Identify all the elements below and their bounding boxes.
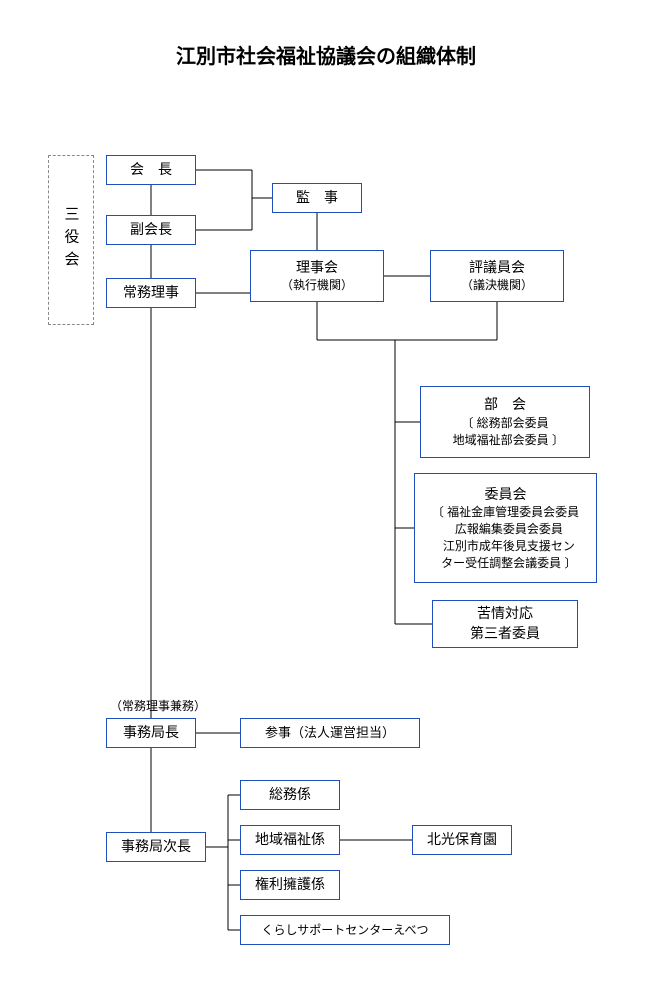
- box-rijikai: 理事会（執行機関）: [250, 250, 384, 302]
- box-jimukyokucho: 事務局長: [106, 718, 196, 748]
- box-sanyaku: 三役会: [48, 155, 94, 325]
- box-kenri: 権利擁護係: [240, 870, 340, 900]
- box-hokko-label: 北光保育園: [427, 830, 497, 850]
- box-kujo: 苦情対応 第三者委員: [432, 600, 578, 648]
- box-rijikai-label: 理事会: [281, 258, 353, 278]
- box-fukukaicho: 副会長: [106, 215, 196, 245]
- box-bukai-label: 部 会: [446, 395, 564, 415]
- box-somu: 総務係: [240, 780, 340, 810]
- box-kenri-label: 権利擁護係: [255, 875, 325, 895]
- chart-title: 江別市社会福祉協議会の組織体制: [0, 40, 652, 69]
- box-sanyaku-label: 三役会: [61, 206, 82, 274]
- box-iinkai: 委員会〔 福祉金庫管理委員会委員 広報編集委員会委員 江別市成年後見支援セン タ…: [414, 473, 597, 583]
- box-hokko: 北光保育園: [412, 825, 512, 855]
- box-sanji-label: 参事（法人運営担当）: [265, 724, 395, 742]
- box-kanji: 監 事: [272, 183, 362, 213]
- note-jomurinji-kenmu: （常務理事兼務）: [110, 697, 206, 714]
- box-jomurinji: 常務理事: [106, 278, 196, 308]
- box-kanji-label: 監 事: [296, 188, 338, 208]
- box-jimukyokujicho: 事務局次長: [106, 832, 206, 862]
- box-kaicho: 会 長: [106, 155, 196, 185]
- box-rijikai-sub: （執行機関）: [281, 277, 353, 294]
- box-kurashi-label: くらしサポートセンターえべつ: [262, 922, 429, 939]
- box-bukai: 部 会〔 総務部会委員 地域福祉部会委員 〕: [420, 386, 590, 458]
- box-hyogi-sub: （議決機関）: [461, 277, 533, 294]
- box-fukukaicho-label: 副会長: [130, 220, 172, 240]
- box-hyogi-label: 評議員会: [461, 258, 533, 278]
- box-kujo-label: 苦情対応 第三者委員: [470, 604, 540, 643]
- box-chiiki: 地域福祉係: [240, 825, 340, 855]
- box-rijikai-content: 理事会（執行機関）: [281, 258, 353, 294]
- box-sanji: 参事（法人運営担当）: [240, 718, 420, 748]
- box-jimukyokujicho-label: 事務局次長: [121, 837, 191, 857]
- box-iinkai-content: 委員会〔 福祉金庫管理委員会委員 広報編集委員会委員 江別市成年後見支援セン タ…: [432, 485, 579, 572]
- box-kaicho-label: 会 長: [130, 160, 172, 180]
- box-chiiki-label: 地域福祉係: [255, 830, 325, 850]
- box-hyogi-content: 評議員会（議決機関）: [461, 258, 533, 294]
- box-iinkai-label: 委員会: [432, 485, 579, 505]
- org-chart-canvas: 江別市社会福祉協議会の組織体制 三役会 会 長副会長常務理事 監 事理事会（執行機関…: [0, 0, 652, 1005]
- box-jomurinji-label: 常務理事: [123, 283, 179, 303]
- box-iinkai-sub: 〔 福祉金庫管理委員会委員 広報編集委員会委員 江別市成年後見支援セン ター受任…: [432, 504, 579, 571]
- box-bukai-content: 部 会〔 総務部会委員 地域福祉部会委員 〕: [446, 395, 564, 448]
- box-jimukyokucho-label: 事務局長: [123, 723, 179, 743]
- box-hyogi: 評議員会（議決機関）: [430, 250, 564, 302]
- box-kurashi: くらしサポートセンターえべつ: [240, 915, 450, 945]
- box-bukai-sub: 〔 総務部会委員 地域福祉部会委員 〕: [446, 415, 564, 449]
- box-somu-label: 総務係: [269, 785, 311, 805]
